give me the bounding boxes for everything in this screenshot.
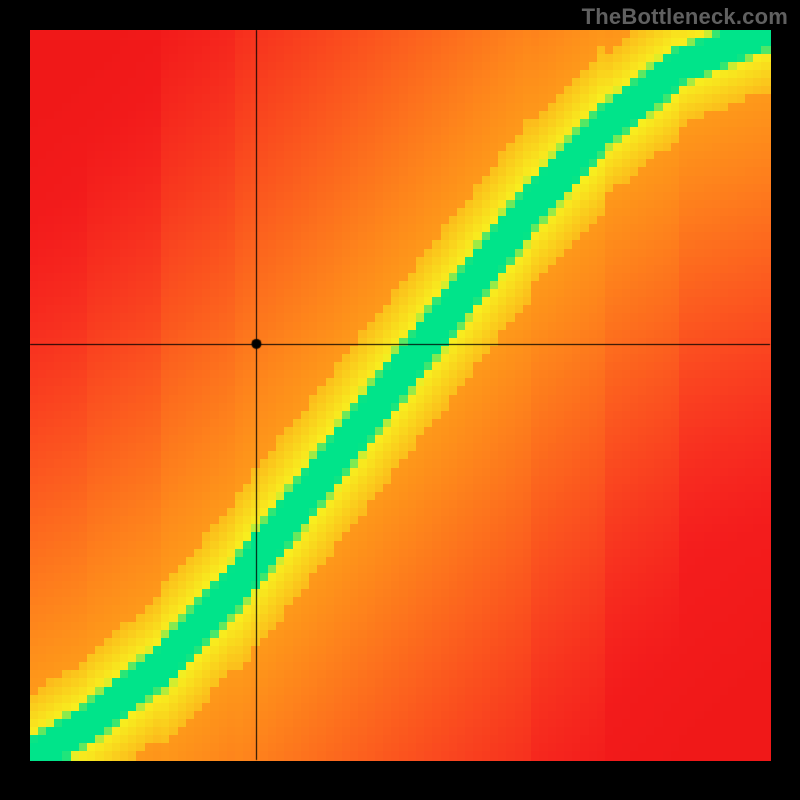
chart-container: TheBottleneck.com: [0, 0, 800, 800]
site-watermark: TheBottleneck.com: [582, 4, 788, 30]
bottleneck-heatmap: [0, 0, 800, 800]
